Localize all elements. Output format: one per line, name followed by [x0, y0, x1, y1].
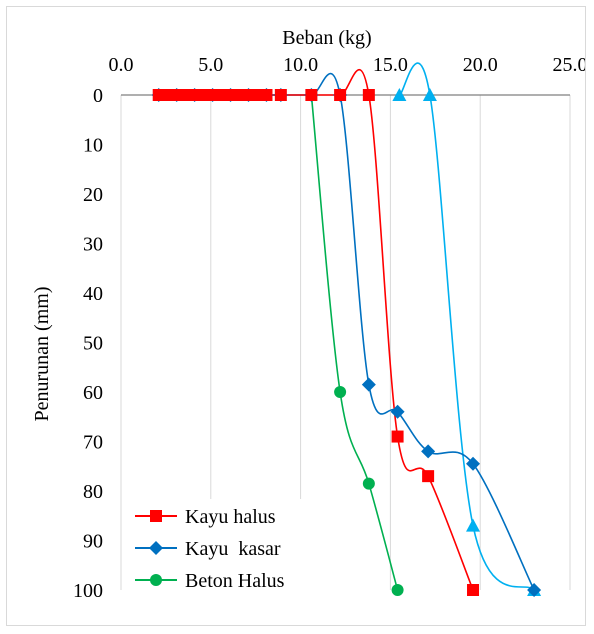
legend-entry-beton-halus: Beton Halus	[135, 570, 285, 592]
x-tick-label: 5.0	[198, 54, 223, 76]
series-markers	[151, 88, 542, 597]
line-chart: Beban (kg) Penurunan (mm) 0.0 5.0 10.0 15.0…	[31, 27, 586, 604]
y-tick-label: 90	[83, 531, 103, 553]
data-point-kayu-kasar	[390, 404, 405, 419]
x-tick-labels: 0.0 5.0 10.0 15.0 20.0 25.0	[109, 54, 586, 76]
y-tick-label: 0	[93, 85, 103, 107]
series-line-series-2	[398, 62, 535, 591]
legend-label-beton-halus: Beton Halus	[185, 570, 285, 592]
x-tick-label: 25.0	[553, 54, 586, 76]
data-point-beton-halus	[334, 386, 347, 398]
legend-label-kayu-kasar: Kayu kasar	[185, 538, 281, 560]
data-point-kayu-halus	[334, 89, 347, 101]
data-point-kayu-halus	[274, 89, 287, 101]
data-point-kayu-kasar	[527, 583, 542, 597]
legend: Kayu halus Kayu kasar Beton Halus	[127, 499, 357, 604]
series-line-beton-halus	[310, 94, 399, 591]
data-point-kayu-kasar	[466, 456, 481, 471]
legend-marker-beton-halus	[150, 574, 162, 586]
data-point-kayu-halus	[391, 430, 404, 443]
y-tick-label: 30	[83, 234, 103, 256]
y-tick-label: 50	[83, 333, 103, 355]
chart-frame: Beban (kg) Penurunan (mm) 0.0 5.0 10.0 15.0…	[6, 6, 586, 626]
data-point-kayu-kasar	[361, 377, 376, 392]
y-tick-labels: 0 10 20 30 40 50 60 70 80 90 100	[73, 85, 103, 602]
y-tick-label: 80	[83, 481, 103, 503]
x-axis-title: Beban (kg)	[282, 27, 371, 49]
data-point-beton-halus	[362, 477, 375, 490]
x-tick-label: 0.0	[109, 54, 134, 76]
data-point-kayu-halus	[362, 89, 375, 101]
legend-label-kayu-halus: Kayu halus	[185, 506, 276, 528]
x-tick-label: 10.0	[283, 54, 318, 76]
data-point-series-2	[392, 88, 407, 101]
data-point-kayu-halus	[260, 89, 273, 101]
y-tick-label: 70	[83, 432, 103, 454]
legend-marker-kayu-kasar	[149, 541, 163, 555]
y-tick-label: 20	[83, 184, 103, 206]
legend-entry-kayu-halus: Kayu halus	[135, 506, 276, 528]
data-point-kayu-halus	[422, 470, 435, 483]
y-tick-label: 100	[73, 580, 103, 602]
data-point-series-2	[422, 88, 437, 101]
x-tick-label: 15.0	[373, 54, 408, 76]
data-point-beton-halus	[391, 584, 404, 596]
x-tick-label: 20.0	[463, 54, 498, 76]
data-point-series-2	[466, 518, 481, 532]
y-tick-label: 60	[83, 382, 103, 404]
y-axis-title: Penurunan (mm)	[31, 287, 53, 422]
y-tick-label: 10	[83, 135, 103, 157]
legend-marker-kayu-halus	[150, 510, 162, 522]
data-point-kayu-halus	[305, 89, 318, 101]
y-tick-label: 40	[83, 283, 103, 305]
data-point-kayu-kasar	[421, 444, 436, 459]
data-point-kayu-halus	[467, 584, 480, 596]
legend-entry-kayu-kasar: Kayu kasar	[135, 538, 281, 560]
